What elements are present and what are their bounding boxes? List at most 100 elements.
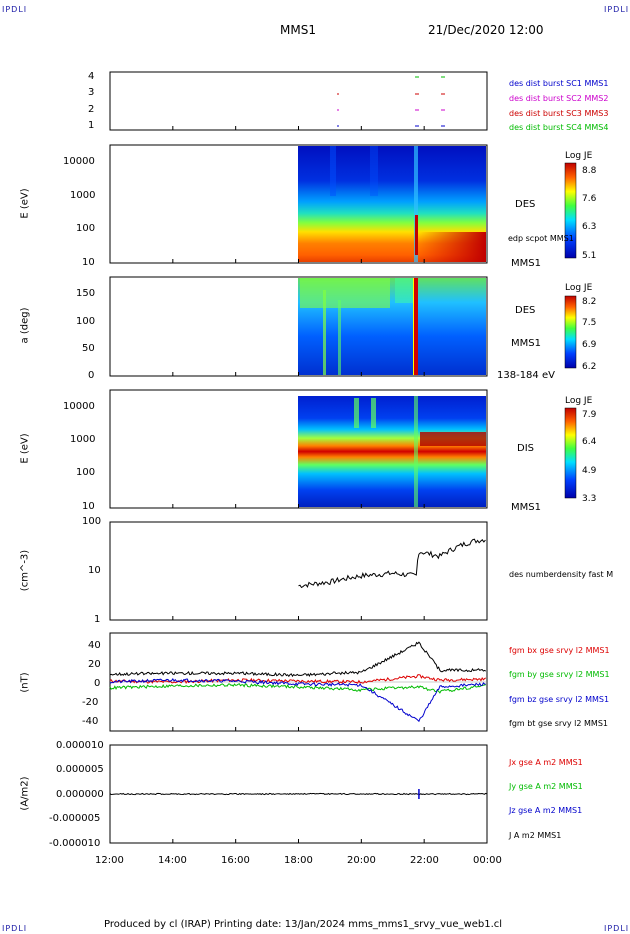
des-pitch-ytick: 0 [88,370,95,381]
des-pitch-cbar-tick: 6.9 [582,340,597,350]
mission-title: MMS1 [280,23,316,37]
des-energy-cbar-tick: 5.1 [582,251,597,261]
bfield-legend-bz: fgm bz gse srvy l2 MMS1 [509,695,610,704]
corner-mark-bottom-right: IPDLI [604,924,630,933]
bfield-legend-by: fgm by gse srvy l2 MMS1 [509,670,610,679]
sc-ytick: 2 [88,104,95,115]
x-tick-label: 18:00 [284,855,313,866]
corner-mark-bottom-left: IPDLI [2,924,28,933]
des-pitch-energy-range: 138-184 eV [497,370,555,381]
density-lines [298,538,486,589]
corner-mark-top-left: IPDLI [2,5,28,14]
bfield-legend-bt: fgm bt gse srvy l2 MMS1 [509,719,608,728]
sc-legend-4: des dist burst SC4 MMS4 [509,123,609,132]
des-pitch-cbar-tick: 7.5 [582,318,597,328]
current-lines [109,789,487,799]
des-pitch-ylabel: a (deg) [19,307,31,344]
density-ylabel: (cm^-3) [19,549,31,592]
current-ytick: 0.000000 [56,789,104,800]
x-tick-label: 20:00 [347,855,376,866]
dis-energy-ytick: 100 [76,467,96,478]
dis-energy-cbar-tick: 6.4 [582,437,597,447]
sc-ytick: 1 [88,120,95,131]
colorbar-des-energy [564,162,577,259]
des-pitch-ytick: 100 [76,316,96,327]
bfield-ytick: -40 [82,716,99,727]
bfield-ytick: 40 [88,640,101,651]
sc-legend-3: des dist burst SC3 MMS3 [509,109,609,118]
des-energy-ytick: 100 [76,223,96,234]
dis-energy-cbar-tick: 3.3 [582,494,597,504]
density-series [298,538,486,589]
footer-credit: Produced by cl (IRAP) Printing date: 13/… [104,919,503,930]
colorbar-dis-energy [564,407,577,499]
des-energy-ytick: 10000 [63,156,95,167]
dis-energy-cbar-tick: 4.9 [582,466,597,476]
current-ylabel: (A/m2) [19,776,31,811]
current-legend-jz: Jz gse A m2 MMS1 [509,806,583,815]
sc-ytick: 3 [88,87,95,98]
bfield-ylabel: (nT) [19,672,31,693]
bfield-ytick: 0 [94,678,101,689]
dis-energy-ylabel: E (eV) [19,433,31,464]
des-pitch-mission: MMS1 [511,338,541,349]
des-energy-spectrogram [298,146,486,262]
des-energy-cbar-title: Log JE [565,151,593,161]
density-frame [109,521,488,621]
current-legend-j: J A m2 MMS1 [509,831,562,840]
current-ytick: 0.000010 [56,740,104,751]
density-ytick: 100 [82,516,102,527]
current-legend-jy: Jy gse A m2 MMS1 [509,782,583,791]
bfield-ytick: -20 [82,697,99,708]
current-series [109,792,487,796]
des-pitch-cbar-tick: 6.2 [582,362,597,372]
sc-legend-1: des dist burst SC1 MMS1 [509,79,609,88]
des-energy-label: DES [515,199,536,210]
dis-energy-ytick: 1000 [70,434,96,445]
bz-series [109,678,486,723]
bfield-lines [109,641,487,723]
current-ytick: -0.000005 [49,813,101,824]
corner-mark-top-right: IPDLI [604,5,630,14]
dis-energy-spectrogram [298,396,486,507]
dis-energy-mission: MMS1 [511,502,541,513]
sc-ytick: 4 [88,71,95,82]
des-pitch-spectrogram [298,278,486,375]
dis-energy-cbar-title: Log JE [565,396,593,406]
des-energy-ylabel: E (eV) [19,188,31,219]
bt-series [109,641,487,678]
density-label: des numberdensity fast M [509,570,614,579]
date-title: 21/Dec/2020 12:00 [428,23,544,37]
des-energy-cbar-tick: 8.8 [582,166,597,176]
bx-series [109,674,487,685]
des-pitch-cbar-tick: 8.2 [582,297,597,307]
dis-energy-ytick: 10 [82,501,95,512]
des-pitch-ytick: 150 [76,288,96,299]
sc-position-marks [337,76,445,127]
sc-legend-2: des dist burst SC2 MMS2 [509,94,609,103]
des-energy-cbar-tick: 7.6 [582,194,597,204]
des-pitch-ytick: 50 [82,343,95,354]
dis-energy-label: DIS [517,443,534,454]
des-energy-mission: MMS1 [511,258,541,269]
des-pitch-label: DES [515,305,536,316]
dis-energy-cbar-tick: 7.9 [582,410,597,420]
sc-position-frame [109,71,488,131]
density-ytick: 10 [88,565,101,576]
bfield-legend-bx: fgm bx gse srvy l2 MMS1 [509,646,610,655]
x-tick-label: 12:00 [95,855,124,866]
density-ytick: 1 [94,614,101,625]
des-pitch-cbar-title: Log JE [565,283,593,293]
dis-energy-ytick: 10000 [63,401,95,412]
current-legend-jx: Jx gse A m2 MMS1 [509,758,583,767]
bfield-ytick: 20 [88,659,101,670]
x-tick-label: 16:00 [221,855,250,866]
des-energy-ytick: 1000 [70,190,96,201]
by-series [109,683,486,694]
axis-ticks [109,126,488,843]
x-tick-label: 14:00 [158,855,187,866]
x-tick-label: 22:00 [410,855,439,866]
current-ytick: 0.000005 [56,764,104,775]
edp-scpot-label: edp scpot MMS1 [508,234,574,243]
